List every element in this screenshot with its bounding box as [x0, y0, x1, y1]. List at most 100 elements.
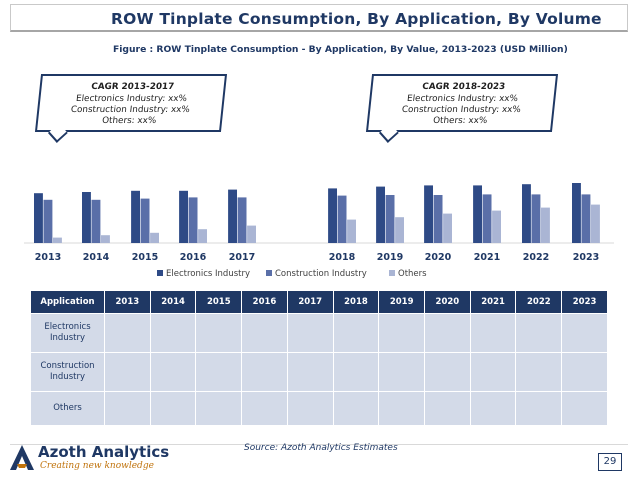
bar-others-2021 — [492, 210, 501, 243]
bar-electronics-industry-2013 — [34, 193, 43, 243]
company-logo: Azoth Analytics Creating new knowledge — [8, 442, 198, 474]
table-cell — [195, 352, 243, 392]
bar-construction-industry-2021 — [482, 194, 492, 243]
page-title: ROW Tinplate Consumption, By Application… — [111, 10, 602, 28]
table-row: Others — [30, 391, 608, 426]
bar-others-2016 — [198, 229, 207, 243]
table-cell — [515, 391, 563, 426]
table-row: Electronics Industry — [30, 313, 608, 353]
table-cell — [561, 391, 608, 426]
table-header: 2020 — [424, 290, 471, 314]
x-tick-label: 2016 — [180, 252, 207, 263]
table-cell — [195, 313, 243, 353]
logo-brand: Azoth Analytics — [38, 443, 170, 461]
x-tick-label: 2019 — [377, 252, 403, 263]
azoth-logo-icon — [10, 445, 34, 470]
legend-swatch — [389, 270, 395, 276]
legend-label: Others — [398, 269, 427, 279]
table-header-row: Application 2013 2014 2015 2016 2017 201… — [30, 290, 608, 314]
table-header: 2016 — [241, 290, 288, 314]
bar-construction-industry-2022 — [531, 194, 541, 243]
footer-divider — [10, 444, 628, 445]
bar-chart: 2013 2014 2015 2016 2017 2018 2019 2020 2021 2022… — [24, 183, 614, 279]
table-cell — [561, 313, 608, 353]
bar-construction-industry-2017 — [237, 197, 247, 243]
table-cell — [378, 313, 426, 353]
table-cell — [469, 313, 517, 353]
table-row-label: Construction Industry — [30, 352, 105, 392]
bar-others-2018 — [347, 219, 356, 243]
bar-construction-industry-2014 — [91, 199, 101, 243]
table-cell — [149, 313, 197, 353]
bar-construction-industry-2023 — [581, 194, 591, 243]
bar-electronics-industry-2020 — [424, 185, 433, 243]
bar-construction-industry-2013 — [43, 199, 53, 243]
logo-tagline: Creating new knowledge — [40, 461, 154, 471]
table-header: 2022 — [515, 290, 563, 314]
bar-others-2023 — [591, 204, 600, 243]
table-cell — [469, 352, 517, 392]
table-cell — [149, 391, 197, 426]
table-header: 2018 — [332, 290, 380, 314]
table-row: Construction Industry — [30, 352, 608, 392]
x-tick-label: 2013 — [35, 252, 61, 263]
table-cell — [241, 313, 288, 353]
table-header: 2017 — [286, 290, 334, 314]
bar-construction-industry-2016 — [188, 197, 198, 243]
table-cell — [104, 352, 151, 392]
table-header: 2023 — [561, 290, 608, 314]
legend-label: Electronics Industry — [166, 269, 250, 279]
table-cell — [378, 391, 426, 426]
figure-caption: Figure : ROW Tinplate Consumption - By A… — [113, 44, 568, 55]
bar-electronics-industry-2014 — [82, 192, 91, 243]
x-tick-label: 2023 — [573, 252, 599, 263]
table-cell — [286, 391, 334, 426]
table-cell — [241, 352, 288, 392]
table-header: 2015 — [195, 290, 243, 314]
bar-others-2015 — [150, 232, 159, 243]
bar-electronics-industry-2022 — [522, 184, 531, 243]
bar-construction-industry-2019 — [385, 195, 395, 243]
legend-label: Construction Industry — [275, 269, 367, 279]
source-note: Source: Azoth Analytics Estimates — [244, 443, 398, 453]
table-header: 2013 — [104, 290, 151, 314]
table-cell — [332, 352, 380, 392]
table-cell — [424, 391, 471, 426]
legend-swatch — [266, 270, 272, 276]
bar-others-2014 — [101, 235, 110, 243]
data-table: Application 2013 2014 2015 2016 2017 201… — [30, 290, 608, 426]
table-cell — [561, 352, 608, 392]
title-bar: ROW Tinplate Consumption, By Application… — [10, 4, 628, 32]
table-cell — [424, 313, 471, 353]
x-tick-label: 2020 — [425, 252, 452, 263]
table-cell — [378, 352, 426, 392]
table-cell — [104, 391, 151, 426]
bar-electronics-industry-2015 — [131, 190, 140, 243]
bar-electronics-industry-2018 — [328, 188, 337, 243]
table-header: 2019 — [378, 290, 426, 314]
table-cell — [332, 313, 380, 353]
table-row-label: Others — [30, 391, 105, 426]
x-tick-label: 2018 — [329, 252, 356, 263]
table-cell — [424, 352, 471, 392]
bar-electronics-industry-2023 — [572, 183, 581, 243]
x-tick-label: 2017 — [229, 252, 255, 263]
table-cell — [241, 391, 288, 426]
x-tick-label: 2022 — [523, 252, 549, 263]
table-header: Application — [30, 290, 105, 314]
x-tick-label: 2021 — [474, 252, 500, 263]
table-cell — [195, 391, 243, 426]
table-cell — [286, 352, 334, 392]
bar-others-2022 — [541, 207, 550, 243]
table-cell — [149, 352, 197, 392]
bar-others-2019 — [395, 217, 404, 243]
bar-others-2013 — [53, 237, 62, 243]
bar-construction-industry-2018 — [337, 195, 347, 243]
x-tick-label: 2014 — [83, 252, 110, 263]
table-cell — [332, 391, 380, 426]
table-cell — [469, 391, 517, 426]
bar-electronics-industry-2019 — [376, 186, 385, 243]
bar-electronics-industry-2017 — [228, 189, 237, 243]
legend-swatch — [157, 270, 163, 276]
page-number: 29 — [598, 453, 622, 471]
